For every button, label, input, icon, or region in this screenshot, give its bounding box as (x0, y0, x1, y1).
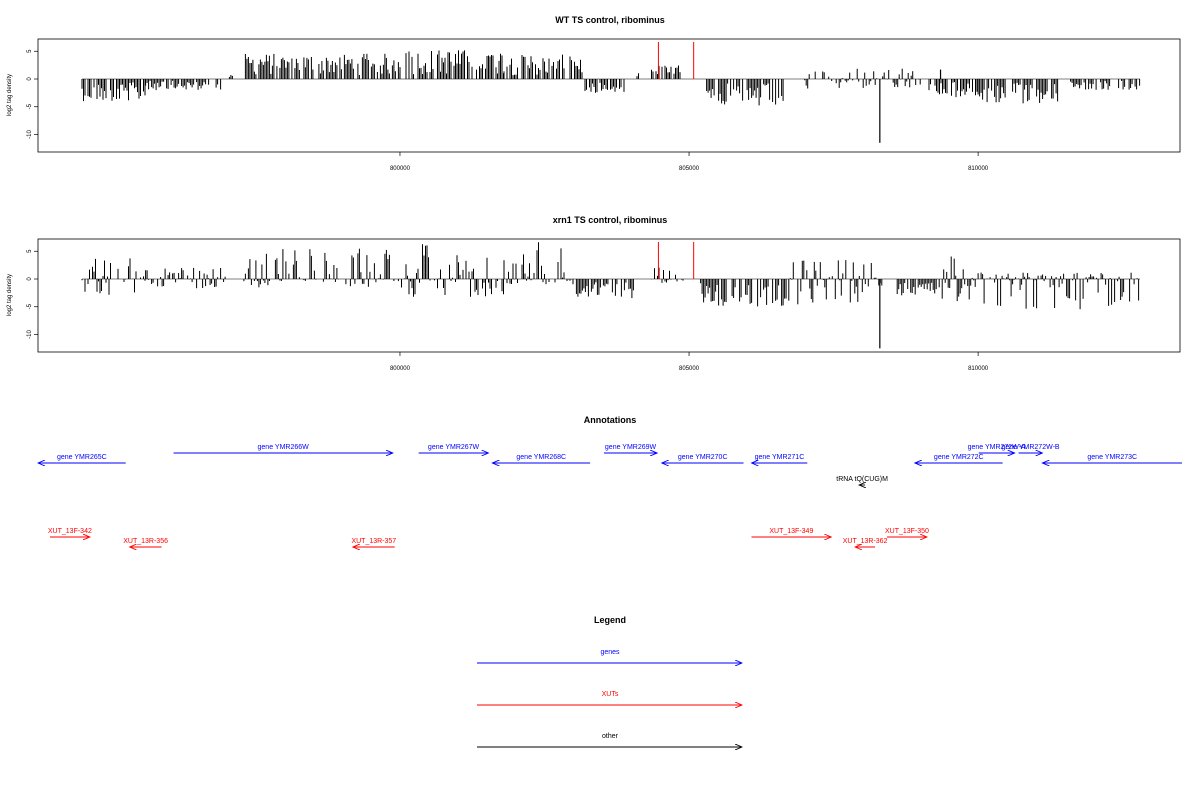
legend-title: Legend (594, 615, 626, 625)
feature-label: gene YMR265C (57, 454, 107, 461)
annotation-feature: gene YMR266W (173, 444, 393, 453)
feature-label: gene YMR270C (678, 454, 728, 461)
feature-label: XUT_13R-357 (351, 538, 396, 545)
annotation-feature: gene YMR265C (38, 454, 126, 463)
feature-label: gene YMR266W (258, 444, 310, 451)
x-tick-label: 805000 (679, 166, 700, 172)
annotation-features: gene YMR265C gene YMR266W gene YMR267W gene… (38, 444, 1182, 547)
annotation-feature: gene YMR268C (492, 454, 591, 463)
annotation-feature: gene YMR272W-A (968, 444, 1026, 453)
annotation-feature: tRNA tQ(CUG)M (836, 476, 888, 485)
legend-entry: other (477, 733, 742, 747)
y-tick-label: -10 (27, 130, 33, 139)
annotation-feature: gene YMR267W (418, 444, 489, 453)
feature-label: gene YMR272W-B (1001, 444, 1059, 451)
feature-label: gene YMR272C (934, 454, 984, 461)
y-axis: 5 0 -5 -10 (27, 249, 38, 339)
feature-label: XUT_13F-349 (769, 528, 813, 535)
x-axis: 800000 805000 810000 (390, 352, 989, 372)
annotation-feature: XUT_13F-350 (885, 528, 929, 537)
y-tick-label: 0 (27, 77, 33, 81)
panel-title: WT TS control, ribominus (555, 15, 665, 25)
legend-label: genes (600, 649, 620, 656)
plot-frame (37, 38, 1181, 153)
y-axis-label: log2 tag density (7, 74, 13, 116)
feature-label: gene YMR272W-A (968, 444, 1026, 451)
annotation-feature: XUT_13R-362 (843, 538, 888, 547)
panel-title: xrn1 TS control, ribominus (553, 215, 668, 225)
y-axis: 5 0 -5 -10 (27, 49, 38, 139)
y-tick-label: 0 (27, 277, 33, 281)
annotation-feature: XUT_13F-349 (751, 528, 832, 537)
y-axis-label: log2 tag density (7, 274, 13, 316)
feature-label: gene YMR267W (428, 444, 480, 451)
x-tick-label: 800000 (390, 366, 411, 372)
x-tick-label: 805000 (679, 366, 700, 372)
signal-bars (81, 50, 1141, 143)
y-tick-label: 5 (27, 49, 33, 53)
annotation-feature: gene YMR272C (915, 454, 1003, 463)
feature-label: gene YMR273C (1087, 454, 1137, 461)
feature-label: XUT_13F-350 (885, 528, 929, 535)
signal-bars (81, 242, 1140, 349)
annotation-feature: XUT_13R-356 (123, 538, 168, 547)
annotation-feature: gene YMR270C (662, 454, 744, 463)
y-tick-label: 5 (27, 249, 33, 253)
annotation-feature: gene YMR271C (752, 454, 808, 463)
x-tick-label: 810000 (968, 366, 989, 372)
legend-entries: genes XUTs other (477, 649, 742, 747)
annotation-feature: gene YMR269W (604, 444, 657, 453)
legend-panel: Legend genes XUTs other (477, 615, 742, 747)
feature-label: gene YMR268C (516, 454, 566, 461)
x-tick-label: 800000 (390, 166, 411, 172)
annotation-feature: gene YMR272W-B (1001, 444, 1060, 453)
plot-frame (37, 238, 1181, 353)
legend-entry: XUTs (477, 691, 742, 705)
feature-label: gene YMR269W (605, 444, 657, 451)
feature-label: XUT_13R-362 (843, 538, 888, 545)
annotations-title: Annotations (584, 415, 637, 425)
feature-label: XUT_13F-342 (48, 528, 92, 535)
track-panel-wt: WT TS control, ribominus log2 tag densit… (7, 15, 1181, 172)
position-markers (657, 42, 695, 79)
annotation-feature: gene YMR273C (1042, 454, 1182, 463)
legend-label: XUTs (602, 691, 619, 698)
track-panel-xrn1: xrn1 TS control, ribominus log2 tag dens… (7, 215, 1181, 372)
feature-label: tRNA tQ(CUG)M (836, 476, 888, 483)
feature-label: gene YMR271C (755, 454, 805, 461)
y-tick-label: -5 (27, 303, 33, 309)
legend-entry: genes (477, 649, 742, 663)
position-markers (657, 242, 695, 279)
annotation-feature: XUT_13R-357 (351, 538, 396, 547)
y-tick-label: -10 (27, 330, 33, 339)
legend-label: other (602, 733, 619, 740)
annotation-feature: XUT_13F-342 (48, 528, 92, 537)
x-tick-label: 810000 (968, 166, 989, 172)
x-axis: 800000 805000 810000 (390, 152, 989, 172)
y-tick-label: -5 (27, 103, 33, 109)
feature-label: XUT_13R-356 (123, 538, 168, 545)
